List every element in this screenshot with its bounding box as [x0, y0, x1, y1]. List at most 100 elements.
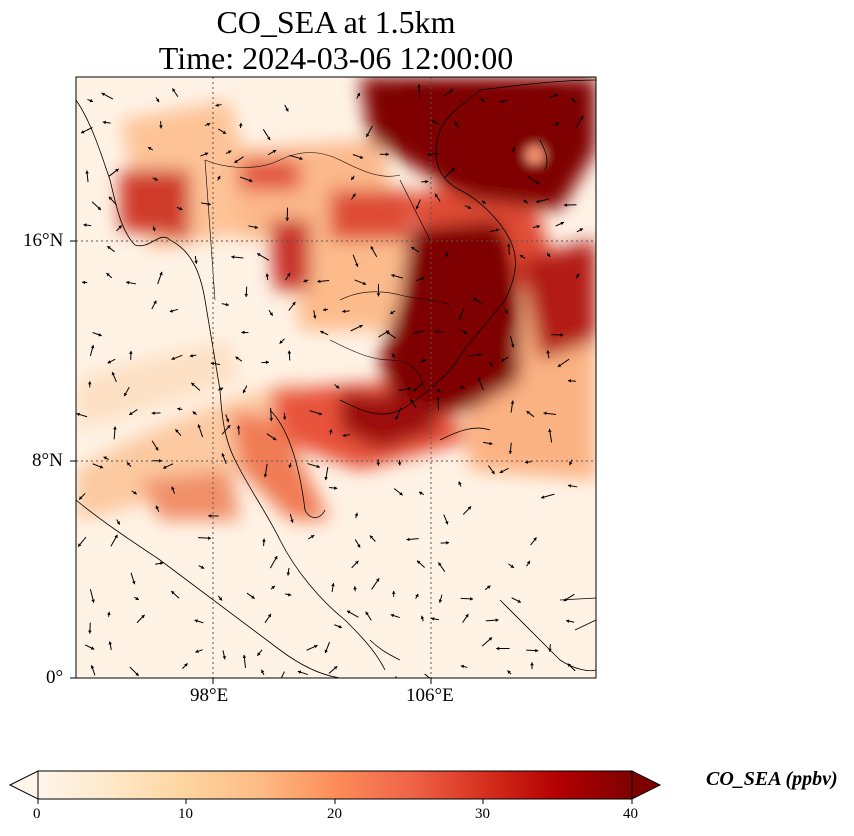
wind-arrow-head [510, 400, 515, 404]
wind-arrow-head [395, 416, 399, 420]
wind-arrow-head [504, 310, 508, 314]
wind-arrow-head [184, 663, 188, 667]
wind-arrow-head [431, 617, 435, 621]
colorbar-title: CO_SEA (ppbv) [706, 768, 838, 790]
wind-arrow-head [369, 535, 374, 539]
colorbar-tick-30: 30 [475, 806, 490, 822]
wind-arrow-head [113, 426, 117, 430]
wind-arrow-head [234, 159, 238, 163]
wind-arrow-head [152, 227, 156, 232]
concentration-field [76, 77, 596, 682]
wind-arrow-head [575, 273, 580, 278]
wind-arrow-head [449, 89, 454, 93]
wind-arrow-head [285, 107, 289, 112]
colorbar [8, 770, 662, 804]
wind-arrow-head [267, 613, 272, 618]
wind-arrow-head [287, 350, 292, 354]
wind-arrow-head [126, 280, 130, 285]
wind-arrow-head [111, 371, 116, 376]
wind-arrow-head [431, 120, 436, 124]
wind-arrow-head [241, 330, 245, 335]
colorbar-tick-10: 10 [178, 806, 193, 822]
wind-arrow-head [420, 615, 425, 620]
wind-arrow-head [97, 206, 101, 211]
wind-arrow-head [297, 670, 302, 674]
wind-arrow-head [376, 293, 381, 297]
wind-arrow-head [129, 411, 133, 415]
wind-arrow-head [101, 92, 106, 97]
wind-arrow-head [451, 168, 456, 172]
wind-arrow-head [436, 396, 440, 400]
wind-arrow-head [478, 352, 482, 357]
wind-arrow-head [320, 330, 324, 335]
wind-arrow-head [491, 470, 495, 475]
wind-arrow-head [124, 392, 128, 397]
wind-arrow-head [419, 491, 423, 495]
wind-arrow-head [517, 599, 521, 603]
wind-arrow-head [208, 514, 212, 518]
wind-arrow-head [420, 276, 425, 281]
wind-arrow-head [158, 458, 162, 463]
wind-arrow-head [265, 273, 270, 277]
colorbar-tick-0: 0 [33, 806, 41, 822]
wind-arrow-head [444, 252, 449, 256]
wind-arrow-head [210, 361, 215, 366]
wind-arrow-head [242, 654, 247, 659]
wind-arrow-head [151, 411, 155, 415]
wind-arrow-head [135, 596, 139, 600]
axis-ticks [70, 240, 432, 684]
wind-arrow-head [425, 179, 429, 184]
wind-arrow-head [299, 156, 303, 161]
wind-arrow-head [359, 324, 363, 329]
wind-arrow-head [567, 484, 572, 488]
wind-arrow-head [194, 619, 198, 623]
wind-arrow-head [129, 350, 133, 354]
wind-arrow-head [324, 476, 328, 481]
wind-arrow-head [563, 597, 568, 602]
wind-arrow-head [495, 618, 499, 622]
wind-arrow-head [454, 122, 459, 126]
wind-arrow-head [480, 98, 485, 103]
wind-arrow-head [179, 206, 183, 211]
wind-arrow-head [417, 560, 421, 564]
wind-arrow-head [579, 228, 583, 232]
wind-arrow-head [431, 679, 434, 682]
wind-arrow-head [244, 293, 249, 297]
wind-arrow-head [554, 93, 559, 98]
wind-arrow-head [470, 597, 474, 601]
wind-arrow-head [257, 652, 261, 656]
wind-arrow-head [235, 356, 239, 360]
wind-arrow-head [141, 614, 145, 619]
wind-arrow-head [287, 592, 292, 597]
wind-arrow-head [316, 464, 320, 469]
wind-arrow-head [560, 333, 564, 337]
wind-arrow-head [242, 389, 247, 394]
wind-arrow-head [535, 180, 540, 184]
wind-arrow-head [225, 302, 229, 307]
lat-tick-8: 8°N [32, 450, 63, 471]
wind-arrow-head [530, 662, 534, 666]
wind-arrow-head [272, 436, 277, 441]
wind-arrow-head [207, 536, 211, 540]
wind-arrow-head [171, 590, 175, 595]
wind-arrow-head [342, 433, 346, 438]
wind-arrow-head [271, 585, 275, 590]
wind-arrow-head [285, 217, 290, 221]
wind-arrow-head [171, 356, 175, 361]
wind-arrow-head [524, 460, 529, 464]
wind-arrow-head [274, 555, 278, 560]
wind-arrow-head [357, 544, 361, 548]
wind-arrow-head [159, 125, 163, 129]
wind-arrow-head [342, 309, 346, 314]
wind-arrow-head [460, 664, 465, 669]
wind-arrow-head [338, 624, 342, 629]
wind-arrow-head [510, 344, 515, 348]
wind-arrow-head [411, 246, 415, 251]
wind-arrow-head [102, 120, 106, 125]
wind-arrow-head [225, 418, 230, 423]
wind-arrow-head [226, 425, 231, 429]
wind-arrow-head [385, 152, 389, 157]
wind-arrow-head [267, 136, 271, 141]
wind-arrow-head [467, 205, 472, 209]
